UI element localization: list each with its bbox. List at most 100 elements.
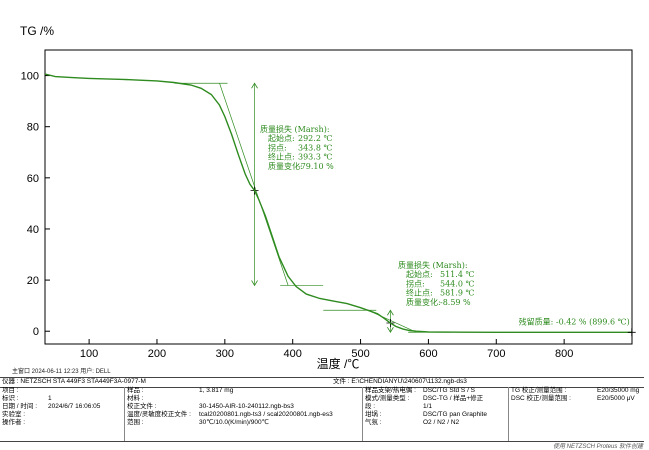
annotation-label: 质量变化: bbox=[406, 297, 441, 307]
annotation-value: -79.10 % bbox=[298, 162, 334, 171]
y-tick-label: 80 bbox=[27, 122, 39, 134]
footer-line: 材料 : bbox=[127, 395, 361, 403]
x-tick-label: 400 bbox=[284, 348, 302, 360]
footer-line: 温度/灵敏度校正文件 : tcal20200801.ngb-ts3 / scal2… bbox=[127, 411, 361, 419]
footer-key: 温度/灵敏度校正文件 : bbox=[127, 411, 191, 418]
footer-col-1: 项目 : 标识 : 1 日期 / 时间 : 2024/6/7 16:06:05 实验室 :… bbox=[2, 387, 122, 427]
footer-key: 样品 : bbox=[127, 387, 144, 394]
tg-chart: TG /% 温度 /℃ 0 20 40 60 80 100 100 200 300 400 500… bbox=[20, 24, 636, 371]
footer-line: 标识 : 1 bbox=[2, 395, 122, 403]
footer-value: 1/1 bbox=[423, 403, 433, 410]
footer-value: E20/5000 μV bbox=[597, 395, 635, 402]
residual-marker bbox=[627, 328, 636, 337]
divider bbox=[124, 387, 125, 441]
annotation-label: 拐点: bbox=[268, 142, 287, 152]
footer-line: TG 校正/测量范围 : E20/35000 mg bbox=[511, 387, 645, 395]
footer-line: 样品支架/热电偶 : DSC/TG Std S / S bbox=[365, 387, 507, 395]
footer-value: 1, 3.817 mg bbox=[199, 387, 234, 394]
footer-key: 操作者 : bbox=[2, 419, 26, 426]
footer-key: 模式/测量类型 : bbox=[365, 395, 410, 402]
footer-line: 校正文件 : 30-1450-AIR-10-240112.ngb-bs3 bbox=[127, 403, 361, 411]
x-tick-label: 200 bbox=[148, 348, 166, 360]
annotation-label: 起始点: bbox=[406, 269, 433, 279]
footer-key: 材料 : bbox=[127, 395, 144, 402]
footer-line: DSC 校正/测量范围 : E20/5000 μV bbox=[511, 395, 645, 403]
y-tick-label: 0 bbox=[33, 326, 39, 338]
footer-line: 气氛 : O2 / N2 / N2 bbox=[365, 419, 507, 427]
footer-key: DSC 校正/测量范围 : bbox=[511, 395, 571, 402]
y-ticks: 0 20 40 60 80 100 bbox=[21, 71, 50, 338]
plot-frame bbox=[44, 49, 633, 345]
arrow-head-down bbox=[387, 327, 394, 334]
annotation-value: 393.3 ℃ bbox=[298, 153, 332, 162]
annotation-value: 511.4 ℃ bbox=[440, 270, 474, 279]
x-tick-label: 500 bbox=[351, 348, 369, 360]
footer-line: 范围 : 30℃/10.0(K/min)/900℃ bbox=[127, 419, 361, 427]
footer-col-3: 样品支架/热电偶 : DSC/TG Std S / S 模式/测量类型 : DSC-T… bbox=[365, 387, 507, 427]
annotation-label: 起始点: bbox=[268, 133, 295, 143]
footer-key: TG 校正/测量范围 : bbox=[511, 387, 567, 394]
footer-value: 1 bbox=[48, 395, 52, 402]
footer-line: 坩埚 : DSC/TG pan Graphite bbox=[365, 411, 507, 419]
footer-col-2: 样品 : 1, 3.817 mg 材料 : 校正文件 : 30-1450-AIR-10-… bbox=[127, 387, 361, 427]
x-tick-label: 600 bbox=[419, 348, 437, 360]
arrow-head-up bbox=[251, 82, 258, 89]
annotation-label: 质量损失 (Marsh): bbox=[398, 260, 468, 270]
footer-key: 气氛 : bbox=[365, 419, 382, 426]
y-tick-label: 100 bbox=[21, 71, 39, 83]
footer-line: 模式/测量类型 : DSC-TG / 样品+修正 bbox=[365, 395, 507, 403]
annotation-value: -8.59 % bbox=[440, 298, 471, 307]
x-tick-label: 800 bbox=[555, 348, 573, 360]
annotation-value: 581.9 ℃ bbox=[440, 289, 474, 298]
footer-line: 项目 : bbox=[2, 387, 122, 395]
footer-value: 30-1450-AIR-10-240112.ngb-bs3 bbox=[199, 403, 294, 410]
annotation-label: 质量变化: bbox=[268, 161, 303, 171]
annotation-label: 质量损失 (Marsh): bbox=[260, 124, 330, 134]
footer-key: 范围 : bbox=[127, 419, 144, 426]
footer-value: E20/35000 mg bbox=[597, 387, 640, 394]
annotation-label: 拐点: bbox=[406, 278, 425, 288]
footer-top-row: 仪器 : NETZSCH STA 449F3 STA449F3A-0977-M … bbox=[0, 377, 644, 388]
annotation-value: 544.0 ℃ bbox=[440, 279, 474, 288]
footer-line: 日期 / 时间 : 2024/6/7 16:06:05 bbox=[2, 403, 122, 411]
footer-line: 样品 : 1, 3.817 mg bbox=[127, 387, 361, 395]
footer-key: 校正文件 : bbox=[127, 403, 157, 410]
footer-key: 坩埚 : bbox=[365, 411, 382, 418]
instrument-text: 仪器 : NETZSCH STA 449F3 STA449F3A-0977-M bbox=[2, 378, 146, 385]
x-tick-label: 700 bbox=[487, 348, 505, 360]
footer-key: 项目 : bbox=[2, 387, 19, 394]
footer-key: 实验室 : bbox=[2, 411, 26, 418]
footer-key: 日期 / 时间 : bbox=[2, 403, 38, 410]
footer-value: tcal20200801.ngb-ts3 / scal20200801.ngb-… bbox=[199, 411, 333, 418]
x-tick-label: 100 bbox=[80, 348, 98, 360]
annotation-value: 343.8 ℃ bbox=[298, 143, 332, 152]
divider bbox=[508, 387, 509, 441]
divider bbox=[362, 387, 363, 441]
x-axis-title: 温度 /℃ bbox=[317, 356, 360, 371]
footer-value: DSC/TG pan Graphite bbox=[423, 411, 487, 418]
footer-key: 样品支架/热电偶 : bbox=[365, 387, 416, 394]
timestamp-user: 主窗口 2024-06-11 12:23 用户: DELL bbox=[12, 369, 111, 375]
footer-value: 2024/6/7 16:06:05 bbox=[48, 403, 101, 410]
info-footer: 仪器 : NETZSCH STA 449F3 STA449F3A-0977-M … bbox=[0, 377, 649, 442]
footer-value: O2 / N2 / N2 bbox=[423, 419, 460, 426]
y-tick-label: 20 bbox=[27, 275, 39, 287]
residual-cross bbox=[627, 328, 636, 337]
arrow-head-down bbox=[251, 280, 258, 287]
annotation-label: 终止点: bbox=[268, 152, 295, 162]
arrow-head-up bbox=[387, 309, 394, 316]
footer-value: 30℃/10.0(K/min)/900℃ bbox=[199, 419, 269, 426]
footer-line: 操作者 : bbox=[2, 419, 122, 427]
footer-bottom-rule bbox=[0, 441, 644, 442]
x-tick-label: 300 bbox=[216, 348, 234, 360]
footer-key: 标识 : bbox=[2, 395, 19, 402]
footer-value: DSC-TG / 样品+修正 bbox=[423, 395, 484, 402]
footer-line: 段 : 1/1 bbox=[365, 403, 507, 411]
footer-value: DSC/TG Std S / S bbox=[423, 387, 476, 394]
residual-mass-label: 残留质量: -0.42 % (899.6 ℃) bbox=[519, 316, 630, 326]
annotation-value: 292.2 ℃ bbox=[298, 134, 332, 143]
y-tick-label: 40 bbox=[27, 224, 39, 236]
y-tick-label: 60 bbox=[27, 173, 39, 185]
footer-key: 段 : bbox=[365, 403, 376, 410]
